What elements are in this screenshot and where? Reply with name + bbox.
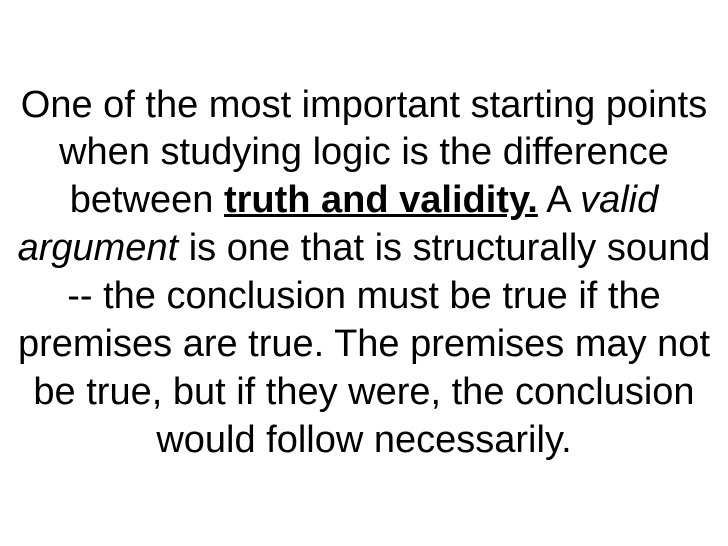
text-segment-2: A [538, 179, 580, 221]
slide-content: One of the most important starting point… [0, 72, 728, 475]
emphasis-truth-validity: truth and validity. [224, 179, 538, 221]
